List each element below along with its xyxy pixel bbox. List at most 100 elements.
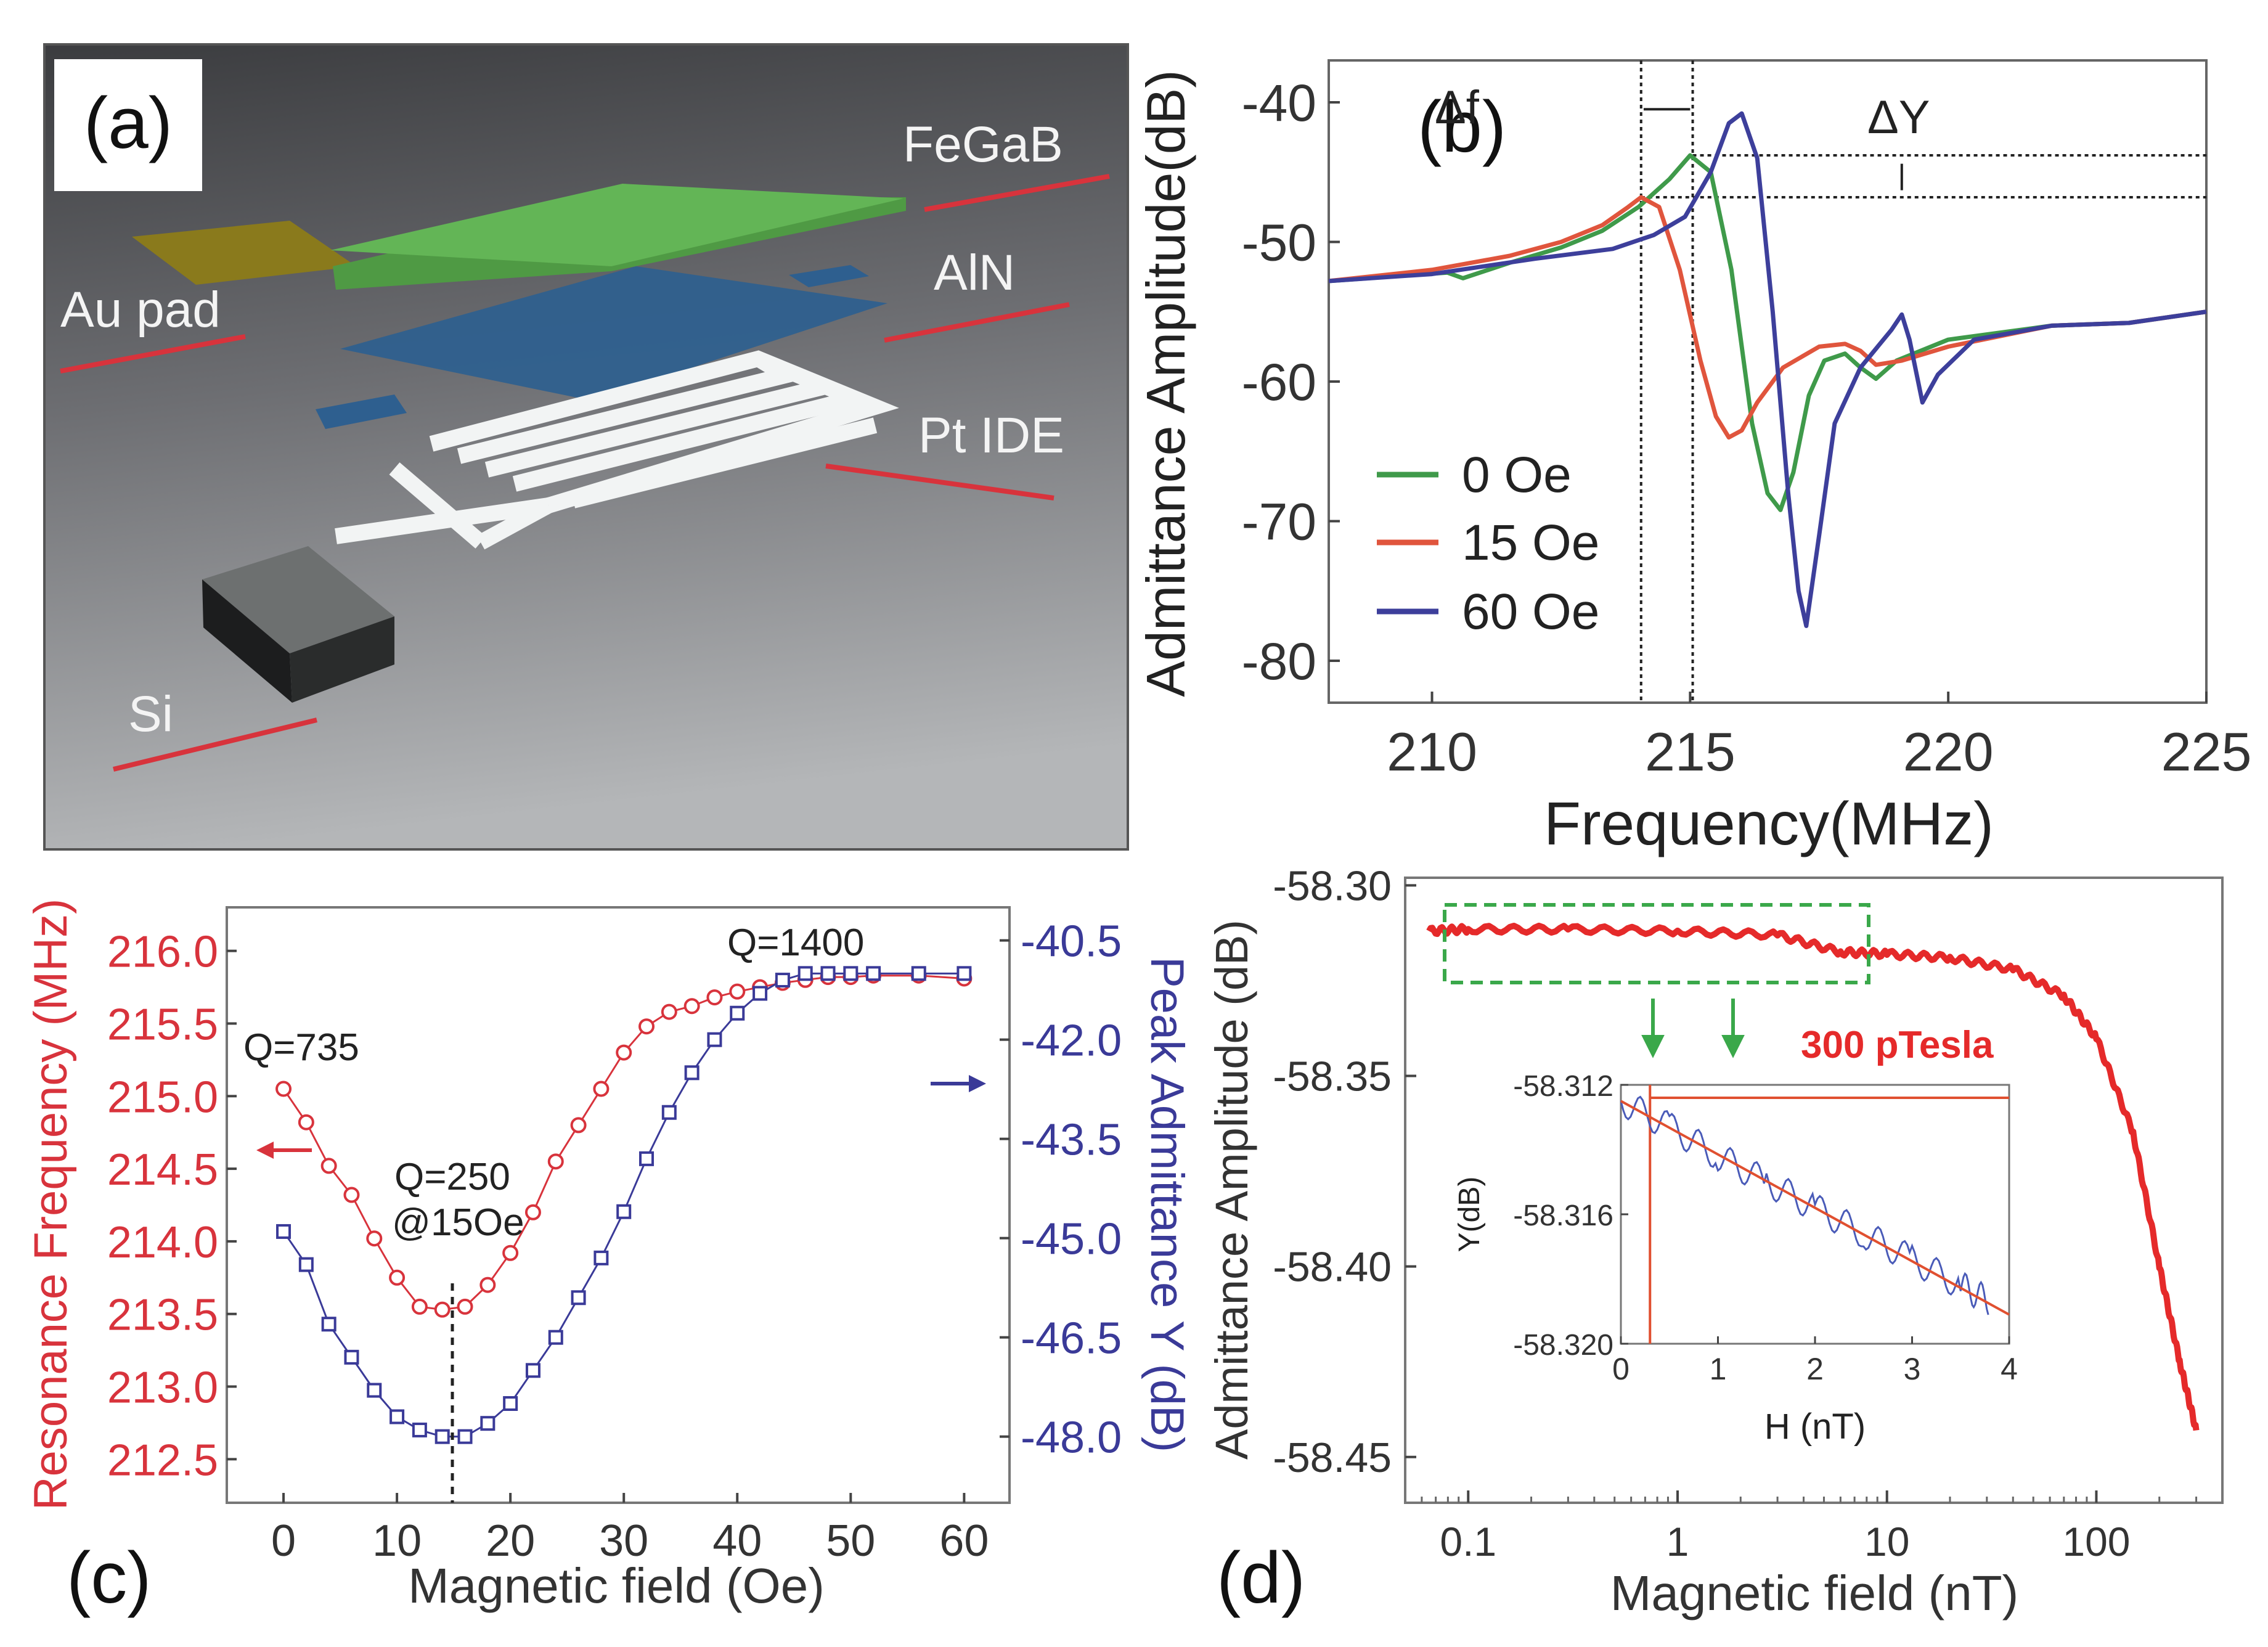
c-ytick-label-right: -40.5	[1021, 917, 1122, 967]
c-point-frequency	[502, 1244, 519, 1261]
b-xtick-label: 215	[1645, 721, 1736, 782]
c-ytick-label-left: 214.0	[107, 1218, 218, 1267]
aln-layer	[340, 266, 887, 401]
panel-d-xlabel: Magnetic field (nT)	[1610, 1566, 2018, 1620]
d-xtick-label: 1	[1666, 1519, 1689, 1564]
c-point-frequency	[320, 1158, 337, 1174]
layer-labels: FeGaB AlN Au pad Pt IDE Si	[60, 116, 1064, 742]
c-ytick-label-left: 215.0	[107, 1073, 218, 1122]
c-ytick-label-left: 212.5	[107, 1436, 218, 1485]
c-point-admittance	[276, 1224, 292, 1239]
zoom-region-box	[1443, 903, 1870, 984]
label-au-pad: Au pad	[60, 282, 221, 338]
c-point-admittance	[661, 1105, 677, 1120]
panel-c-resonance-chart: 0 10 20 30 40 50 60 212.5 213.0 213.5 214.0 214.5 21…	[25, 899, 1193, 1619]
c-point-admittance	[594, 1250, 609, 1265]
c-point-frequency	[275, 1081, 292, 1097]
panel-c-ylabel-left: Resonance Frequency (MHz)	[25, 899, 77, 1511]
inset-xtick-label: 3	[1904, 1352, 1921, 1386]
c-ytick-label-right: -45.0	[1021, 1215, 1122, 1264]
label-si: Si	[128, 686, 173, 742]
q735-annotation: Q=735	[243, 1026, 359, 1069]
label-fegab: FeGaB	[903, 116, 1063, 173]
c-point-frequency	[638, 1018, 655, 1035]
si-block-side	[202, 579, 292, 703]
c-point-admittance	[390, 1409, 405, 1424]
inset-series	[1620, 1085, 2010, 1344]
panel-c-frame	[226, 906, 1011, 1504]
c-point-frequency	[366, 1230, 383, 1247]
panel-a-label-box	[54, 59, 202, 191]
c-point-admittance	[321, 1317, 337, 1332]
c-point-frequency	[729, 983, 746, 1000]
panel-d-frame	[1404, 877, 2224, 1504]
c-xtick-label: 40	[712, 1516, 762, 1566]
c-point-admittance	[525, 1363, 540, 1378]
d-xtick-label: 10	[1864, 1519, 1909, 1564]
c-point-admittance	[344, 1349, 359, 1365]
label-aln: AlN	[934, 245, 1015, 301]
c-xtick-label: 10	[372, 1516, 422, 1566]
c-point-frequency	[683, 998, 700, 1015]
b-xtick-label: 220	[1903, 721, 1994, 782]
inset-ytick-label: -58.316	[1513, 1199, 1613, 1232]
panel-c-ylabel-right: Peak Admittance Y (dB)	[1141, 957, 1193, 1452]
c-point-frequency	[661, 1003, 677, 1020]
left-arrow	[256, 1142, 312, 1159]
c-point-admittance	[820, 966, 836, 981]
fegab-layer	[330, 184, 904, 266]
c-point-admittance	[434, 1429, 450, 1444]
inset-xtick-label: 4	[2001, 1352, 2018, 1386]
legend-0oe-label: 0 Oe	[1462, 447, 1572, 503]
inset-fit-line	[1620, 1100, 2010, 1316]
inset-xtick-label: 2	[1806, 1352, 1824, 1386]
legend-60oe-label: 60 Oe	[1462, 584, 1599, 640]
pt-ide-layer	[335, 350, 899, 550]
delta-y-label: ΔY	[1867, 91, 1930, 144]
panel-b-label: (b)	[1418, 86, 1506, 168]
b-ytick-label: -40	[1242, 74, 1316, 132]
c-point-admittance	[843, 966, 859, 981]
panel-d-ylabel: Admittance Amplitude (dB)	[1206, 920, 1257, 1460]
q1400-annotation: Q=1400	[727, 922, 864, 964]
c-point-admittance	[866, 966, 881, 981]
b-xtick-label: 225	[2161, 721, 2252, 782]
c-point-frequency	[343, 1187, 360, 1203]
b-ytick-label: -80	[1242, 632, 1316, 690]
c-point-admittance	[367, 1383, 382, 1398]
c-point-admittance	[707, 1032, 722, 1047]
inset-ytick-label: -58.320	[1513, 1329, 1613, 1362]
c-point-frequency	[389, 1269, 406, 1286]
sensitivity-annotation: 300 pTesla	[1801, 1024, 1994, 1066]
c-xtick-label: 30	[599, 1516, 648, 1566]
c-xtick-label: 50	[826, 1516, 875, 1566]
d-series-response	[1426, 922, 2200, 1431]
c-point-admittance	[753, 986, 768, 1001]
c-point-frequency	[457, 1298, 473, 1315]
b-ytick-label: -70	[1242, 493, 1316, 551]
zoom-arrows	[1641, 999, 1745, 1058]
c-point-admittance	[480, 1416, 496, 1431]
panel-a-label: (a)	[84, 83, 173, 164]
si-block-top	[202, 546, 394, 653]
b-xtick-label: 210	[1387, 721, 1477, 782]
c-point-frequency	[547, 1153, 564, 1170]
c-point-admittance	[571, 1290, 586, 1306]
b-series-0	[1328, 153, 2207, 512]
c-point-frequency	[706, 989, 723, 1006]
c-ytick-label-right: -46.5	[1021, 1314, 1122, 1363]
d-ytick-label: -58.45	[1273, 1434, 1392, 1481]
d-xtick-label: 100	[2062, 1519, 2130, 1564]
panel-d-label: (d)	[1217, 1537, 1305, 1619]
c-xtick-label: 60	[939, 1516, 989, 1566]
delta-f-label: Δf	[1435, 81, 1480, 134]
inset-frame	[1620, 1084, 2010, 1345]
c-point-frequency	[298, 1114, 314, 1130]
panel-d-series	[1426, 922, 2200, 1431]
inset-ytick-label: -58.312	[1513, 1070, 1613, 1103]
panel-c-xlabel: Magnetic field (Oe)	[408, 1558, 825, 1613]
c-point-admittance	[616, 1204, 632, 1219]
c-xtick-label: 20	[486, 1516, 535, 1566]
q250-annotation: Q=250	[394, 1156, 510, 1198]
leader-lines	[60, 174, 1110, 772]
